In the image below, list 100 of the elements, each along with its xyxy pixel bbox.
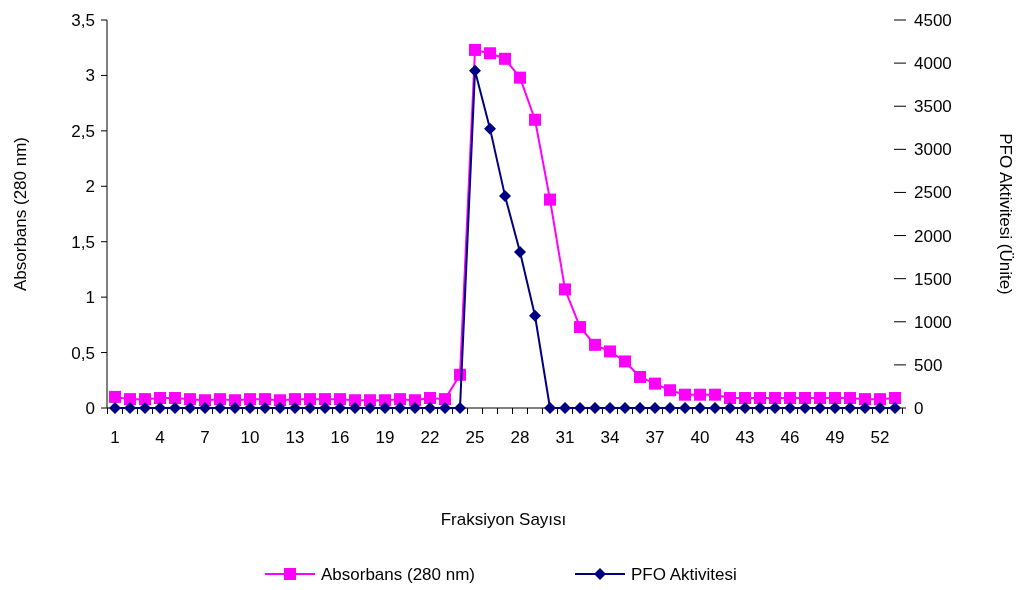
- legend-label: Absorbans (280 nm): [321, 564, 476, 584]
- point: [484, 122, 496, 135]
- point: [799, 392, 811, 405]
- y2-tick-label: 2000: [914, 226, 952, 246]
- y2-tick-label: 0: [914, 398, 924, 418]
- x-tick-label: 37: [645, 428, 665, 447]
- point: [664, 402, 676, 414]
- y2-tick-label: 4500: [914, 10, 952, 30]
- x-tick-label: 25: [465, 428, 485, 447]
- point: [589, 338, 601, 351]
- point: [454, 402, 466, 414]
- point: [874, 402, 886, 414]
- x-tick-label: 7: [200, 428, 210, 447]
- x-tick-label: 43: [735, 428, 755, 447]
- x-tick-label: 40: [690, 428, 710, 447]
- point: [439, 393, 451, 406]
- point: [619, 402, 631, 414]
- point: [154, 392, 166, 405]
- x-tick-label: 52: [870, 428, 890, 447]
- point: [289, 402, 301, 414]
- point: [649, 402, 661, 414]
- point: [784, 402, 796, 414]
- point: [244, 402, 256, 414]
- point: [229, 402, 241, 414]
- y2-tick-label: 1000: [914, 312, 952, 332]
- y-tick-label: 3: [85, 66, 95, 86]
- point: [604, 402, 616, 414]
- point: [274, 402, 286, 414]
- point: [769, 402, 781, 414]
- x-tick-label: 13: [285, 428, 305, 447]
- legend-label: PFO Aktivitesi: [631, 564, 737, 584]
- point: [169, 402, 181, 414]
- point: [859, 393, 871, 406]
- point: [844, 392, 856, 405]
- point: [829, 402, 841, 414]
- point: [529, 309, 541, 322]
- point: [754, 402, 766, 414]
- y2-tick-label: 500: [914, 355, 943, 375]
- point: [304, 393, 316, 406]
- point: [679, 402, 691, 414]
- point: [364, 402, 376, 414]
- point: [529, 113, 541, 126]
- point: [289, 393, 301, 406]
- y2-tick-label: 3000: [914, 140, 952, 160]
- point: [724, 402, 736, 414]
- point: [184, 402, 196, 414]
- point: [349, 402, 361, 414]
- point: [109, 390, 121, 403]
- point: [559, 283, 571, 296]
- point: [424, 392, 436, 405]
- point: [694, 388, 706, 401]
- point: [499, 52, 511, 65]
- point: [739, 402, 751, 414]
- point: [319, 402, 331, 414]
- x-tick-label: 28: [510, 428, 530, 447]
- point: [484, 47, 496, 60]
- point: [829, 392, 841, 405]
- point: [589, 402, 601, 414]
- x-tick-label: 4: [155, 428, 165, 447]
- point: [559, 402, 571, 414]
- y2-axis-title: PFO Aktivitesi (Ünite): [996, 133, 1015, 295]
- point: [799, 402, 811, 414]
- point: [124, 393, 136, 406]
- y-tick-label: 1,5: [71, 232, 95, 252]
- y-axis-title: Absorbans (280 nm): [11, 136, 30, 292]
- point: [334, 393, 346, 406]
- point: [124, 402, 136, 414]
- point: [379, 402, 391, 414]
- point: [709, 388, 721, 401]
- point: [319, 393, 331, 406]
- point: [724, 392, 736, 405]
- y2-tick-label: 1500: [914, 269, 952, 289]
- x-tick-label: 22: [420, 428, 440, 447]
- x-tick-label: 1: [110, 428, 120, 447]
- point: [259, 393, 271, 406]
- y2-tick-label: 2500: [914, 183, 952, 203]
- point: [394, 393, 406, 406]
- point: [814, 392, 826, 405]
- point: [634, 402, 646, 414]
- point: [499, 189, 511, 202]
- point: [739, 392, 751, 405]
- point: [394, 402, 406, 414]
- point: [409, 402, 421, 414]
- y-tick-label: 0: [85, 398, 95, 418]
- point: [139, 393, 151, 406]
- point: [574, 402, 586, 414]
- x-tick-label: 46: [780, 428, 800, 447]
- y-tick-label: 3,5: [71, 10, 95, 30]
- point: [874, 393, 886, 406]
- point: [694, 402, 706, 414]
- point: [424, 402, 436, 414]
- point: [619, 355, 631, 368]
- point: [814, 402, 826, 414]
- x-tick-label: 31: [555, 428, 575, 447]
- x-axis-title: Fraksiyon Sayısı: [440, 510, 567, 529]
- point: [784, 392, 796, 405]
- point: [889, 392, 901, 405]
- y-tick-label: 2,5: [71, 121, 95, 141]
- point: [514, 71, 526, 84]
- x-tick-label: 10: [240, 428, 260, 447]
